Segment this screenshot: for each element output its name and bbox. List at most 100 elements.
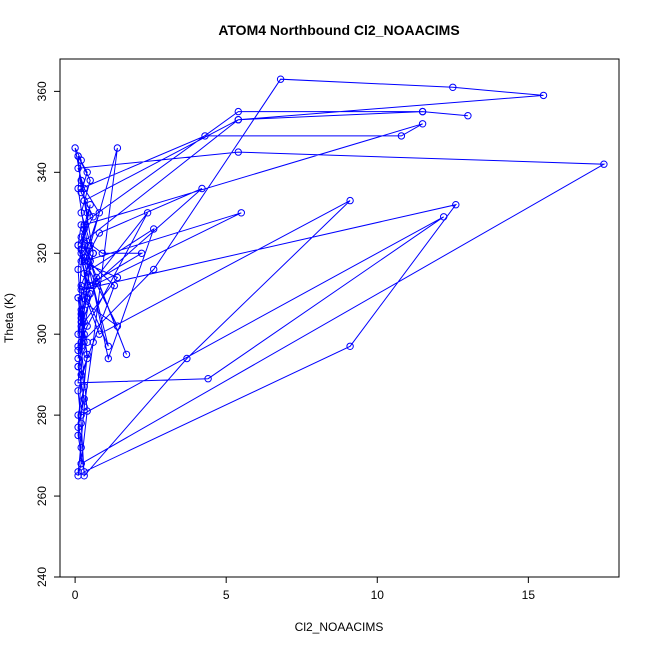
data-point — [150, 265, 158, 274]
y-tick-label: 240 — [35, 567, 49, 587]
data-point — [80, 318, 88, 326]
data-point — [86, 201, 94, 209]
data-point — [92, 273, 101, 282]
data-point — [74, 379, 82, 387]
data-point — [89, 213, 97, 221]
data-point — [74, 164, 82, 173]
data-point — [77, 286, 85, 294]
data-point — [83, 407, 91, 415]
data-point — [74, 294, 82, 302]
data-point — [77, 209, 85, 217]
data-point — [464, 112, 472, 120]
data-point — [80, 257, 88, 265]
data-point — [83, 354, 91, 363]
data-point — [95, 330, 104, 338]
data-point — [95, 209, 104, 217]
data-point — [80, 472, 88, 480]
data-point — [77, 419, 85, 427]
data-point — [234, 148, 243, 156]
data-point — [74, 152, 82, 160]
y-axis: 240 260 280 300 320 340 360 — [35, 81, 60, 587]
data-point — [74, 411, 82, 419]
data-point — [77, 233, 85, 241]
x-tick-label: 10 — [371, 588, 385, 602]
data-point — [74, 362, 82, 371]
data-point — [77, 330, 85, 338]
data-point — [104, 354, 113, 363]
data-point — [80, 395, 88, 403]
data-point — [201, 132, 209, 140]
data-point — [80, 468, 88, 476]
data-point — [74, 431, 82, 440]
plot-frame — [59, 58, 620, 578]
data-point — [77, 411, 85, 419]
data-point — [80, 269, 88, 278]
data-point — [143, 209, 152, 217]
data-point — [95, 229, 104, 237]
data-point — [198, 184, 206, 193]
y-tick-label: 280 — [35, 405, 49, 425]
data-point — [80, 306, 88, 314]
data-point — [234, 107, 243, 116]
data-point — [74, 241, 82, 249]
x-axis: 0 5 10 15 — [72, 577, 535, 602]
data-point — [86, 281, 94, 290]
data-point — [418, 120, 427, 128]
data-point — [77, 460, 85, 468]
data-point — [397, 132, 406, 140]
data-point — [122, 350, 131, 359]
data-point — [110, 281, 119, 290]
data-point — [86, 176, 94, 185]
data-point — [80, 330, 88, 338]
data-point — [83, 168, 91, 177]
data-point — [237, 209, 246, 217]
data-point — [89, 249, 97, 258]
data-point — [80, 383, 88, 391]
data-point — [74, 387, 82, 395]
data-point — [539, 91, 548, 100]
data-point — [183, 354, 191, 363]
data-point — [80, 253, 88, 261]
data-point — [77, 338, 85, 346]
series-line — [74, 78, 606, 478]
data-point — [113, 144, 122, 152]
data-point — [77, 184, 85, 193]
data-point — [86, 290, 94, 298]
data-point — [77, 306, 85, 314]
data-point — [98, 249, 107, 258]
data-point — [77, 342, 85, 350]
data-point — [137, 249, 146, 258]
data-point — [418, 107, 427, 116]
data-point — [449, 83, 457, 92]
data-point — [77, 188, 85, 197]
data-point — [276, 75, 285, 83]
data-point — [77, 371, 85, 379]
data-point — [113, 273, 122, 282]
data-point — [77, 176, 85, 185]
data-point — [77, 221, 85, 229]
x-axis-label: Cl2_NOAACIMS — [295, 620, 384, 634]
y-tick-label: 360 — [35, 81, 49, 101]
data-point — [104, 342, 113, 350]
y-tick-label: 300 — [35, 324, 49, 344]
y-tick-label: 320 — [35, 243, 49, 263]
y-axis-label: Theta (K) — [2, 293, 16, 343]
data-point — [440, 213, 448, 221]
data-point — [74, 265, 82, 274]
data-point — [113, 322, 122, 330]
data-point — [600, 160, 608, 168]
data-point — [80, 196, 88, 205]
data-points — [71, 75, 608, 480]
data-point — [452, 201, 460, 209]
y-tick-label: 260 — [35, 486, 49, 506]
chart-title: ATOM4 Northbound Cl2_NOAACIMS — [218, 22, 459, 38]
x-tick-label: 5 — [223, 588, 230, 602]
data-point — [80, 221, 88, 229]
data-point — [74, 354, 82, 363]
data-point — [83, 281, 91, 290]
data-point — [346, 342, 354, 350]
data-point — [89, 338, 97, 346]
data-point — [346, 196, 354, 205]
data-point — [77, 443, 85, 452]
